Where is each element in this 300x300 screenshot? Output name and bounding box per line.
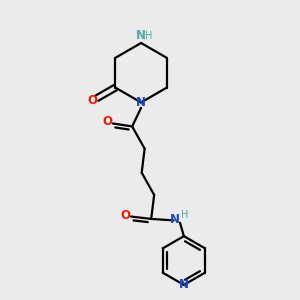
- Text: H: H: [181, 210, 188, 220]
- Text: N: N: [136, 28, 146, 41]
- Text: O: O: [103, 116, 112, 128]
- Text: N: N: [170, 213, 180, 226]
- Text: O: O: [121, 208, 130, 221]
- Text: N: N: [136, 96, 146, 109]
- Text: N: N: [179, 278, 189, 291]
- Text: H: H: [145, 31, 152, 40]
- Text: O: O: [87, 94, 97, 107]
